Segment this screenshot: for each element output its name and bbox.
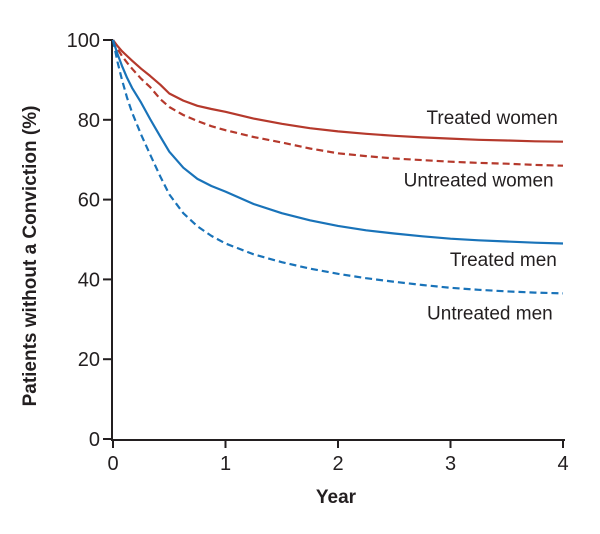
x-axis-title: Year <box>316 487 357 508</box>
y-axis-title: Patients without a Conviction (%) <box>20 106 41 407</box>
x-tick-label: 1 <box>220 453 231 475</box>
x-tick-label: 0 <box>107 453 118 475</box>
series-label-treated-men: Treated men <box>450 250 557 271</box>
y-tick-label: 80 <box>78 110 100 132</box>
series-label-treated-women: Treated women <box>426 108 557 129</box>
curve-treated-men <box>111 39 564 245</box>
x-tick-label: 4 <box>557 453 568 475</box>
y-tick-label: 40 <box>78 269 100 291</box>
series-label-untreated-women: Untreated women <box>404 170 554 191</box>
y-tick-label: 100 <box>67 30 100 52</box>
curve-untreated-women <box>112 39 564 167</box>
x-tick-label: 3 <box>445 453 456 475</box>
series-label-untreated-men: Untreated men <box>427 303 553 324</box>
curve-treated-women <box>112 39 564 143</box>
y-tick-label: 0 <box>89 429 100 451</box>
y-tick-label: 20 <box>78 349 100 371</box>
y-tick-label: 60 <box>78 190 100 212</box>
x-tick-label: 2 <box>332 453 343 475</box>
